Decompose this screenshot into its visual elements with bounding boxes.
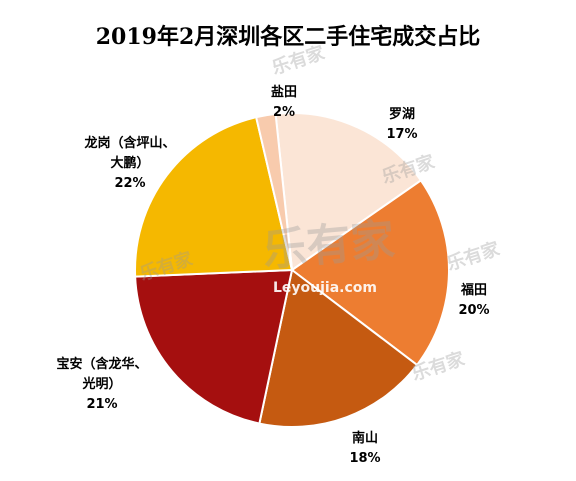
pie-slice-0 [274, 112, 423, 272]
slice-name: 盐田 [271, 84, 297, 100]
pie-slices [134, 112, 450, 428]
slice-percent: 18% [349, 451, 380, 466]
slice-name: 大鹏） [110, 155, 149, 171]
slice-label-5: 盐田 2% [271, 84, 297, 120]
chart-title: 2019年2月深圳各区二手住宅成交占比 [96, 24, 481, 50]
watermark-text: 乐有家 [444, 237, 503, 275]
slice-label-0: 罗湖 17% [386, 107, 417, 142]
pie-slice-5 [254, 112, 293, 271]
slice-label-2: 南山 18% [349, 430, 380, 466]
slice-name: 龙岗（含坪山、 [84, 135, 175, 151]
slice-percent: 2% [273, 105, 295, 120]
slice-name: 宝安（含龙华、 [56, 356, 147, 372]
slice-name: 罗湖 [389, 107, 415, 122]
slice-label-1: 福田 20% [458, 282, 489, 318]
slice-name: 福田 [460, 282, 487, 298]
pie-slice-2 [258, 268, 419, 428]
slice-name: 光明） [81, 376, 121, 392]
slice-label-4: 龙岗（含坪山、大鹏） 22% [84, 135, 175, 191]
watermark-url: Leyoujia.com [273, 280, 377, 296]
slice-labels: 罗湖 17% 福田 20% 南山 18% 宝安（含龙华、光明） 21% 龙岗（含坪山、大鹏） 22… [56, 84, 489, 466]
slice-percent: 21% [86, 397, 117, 412]
slice-percent: 20% [458, 303, 489, 318]
slice-label-3: 宝安（含龙华、光明） 21% [56, 356, 147, 412]
slice-percent: 22% [114, 176, 145, 191]
pie-slice-3 [134, 268, 294, 425]
pie-slice-4 [134, 115, 294, 278]
watermark-text: 乐有家 [261, 214, 397, 276]
pie-slice-1 [290, 179, 450, 367]
slice-percent: 17% [386, 127, 417, 142]
slice-name: 南山 [352, 430, 378, 446]
